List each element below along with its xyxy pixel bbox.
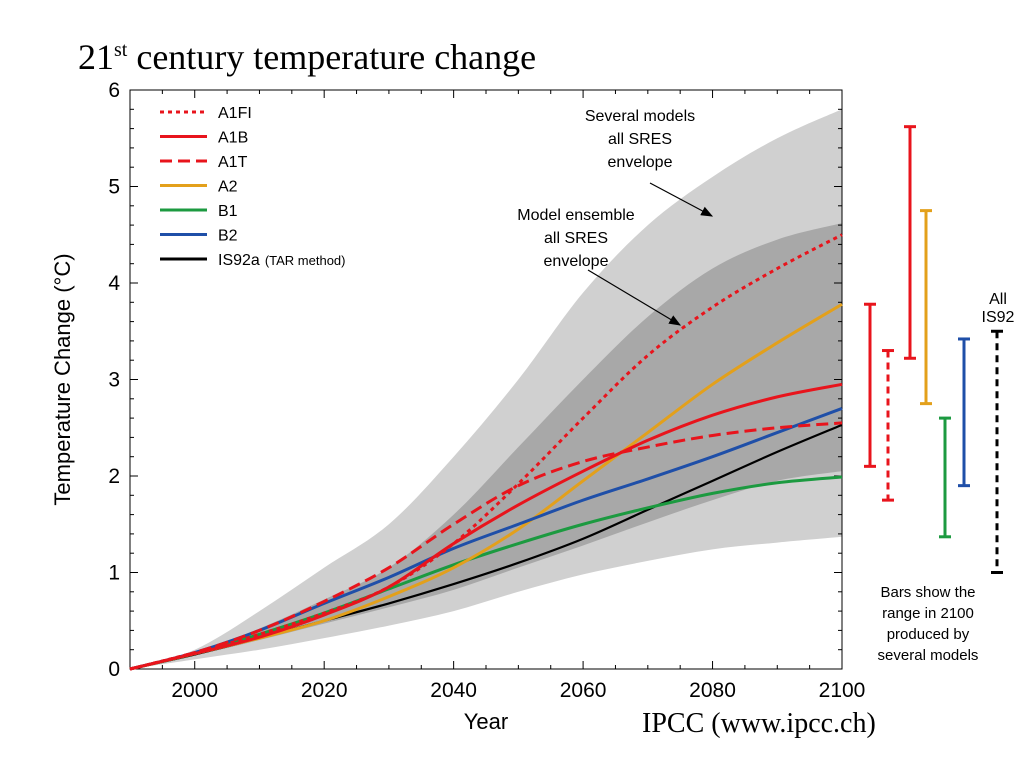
- legend-label-a1b: A1B: [218, 130, 248, 147]
- title-rest: century temperature change: [127, 37, 537, 77]
- y-tick-label: 4: [108, 272, 120, 295]
- annotation-line: envelope: [608, 154, 673, 171]
- legend-name: B1: [218, 203, 238, 220]
- annotation-line: all SRES: [544, 230, 608, 247]
- series-line-a1fi: [129, 233, 843, 671]
- axes-layer: 2000 2020 2040 2060 2080 2100 0 1 2 3 4 5 6 Year Tempe…: [50, 79, 865, 734]
- y-tick-label: 6: [108, 79, 120, 102]
- series-line-a1t: [129, 421, 843, 671]
- x-axis-label: Year: [464, 709, 508, 734]
- legend-note: (TAR method): [265, 253, 346, 268]
- series-layer: [129, 233, 843, 671]
- annotation-line: all SRES: [608, 131, 672, 148]
- legend-name: IS92a: [218, 252, 260, 269]
- range-bars: [864, 125, 1003, 574]
- y-axis-label: Temperature Change (°C): [50, 253, 75, 505]
- annotation-all-is92: All IS92: [982, 291, 1015, 326]
- annotation-line: range in 2100: [882, 605, 974, 622]
- legend-label-a1t: A1T: [218, 154, 248, 171]
- legend-label-b2: B2: [218, 228, 238, 245]
- x-tick-label: 2060: [560, 679, 607, 702]
- envelope-layer: [130, 109, 842, 670]
- legend-label-is92a: IS92a (TAR method): [218, 252, 345, 269]
- x-tick-label: 2020: [301, 679, 348, 702]
- legend-name: A1T: [218, 154, 248, 171]
- y-tick-label: 5: [108, 176, 120, 199]
- arrow-model-ensemble: [587, 269, 682, 326]
- legend-name: A1FI: [218, 105, 252, 122]
- envelope-several-models: [130, 109, 842, 670]
- series-line-b1: [129, 475, 843, 671]
- annotation-line: Model ensemble: [517, 207, 635, 224]
- legend-name: A1B: [218, 130, 248, 147]
- annotation-line: produced by: [887, 626, 970, 643]
- slide-title: 21st century temperature change: [78, 36, 536, 78]
- y-tick-label: 0: [108, 658, 120, 681]
- legend-name: A2: [218, 179, 238, 196]
- envelope-model-ensemble: [130, 223, 842, 670]
- annotation-line: several models: [878, 647, 979, 664]
- annotation-line: Several models: [585, 108, 695, 125]
- series-line-a1b: [129, 382, 843, 671]
- x-tick-label: 2040: [430, 679, 477, 702]
- title-superscript: st: [114, 39, 128, 61]
- legend-name: B2: [218, 228, 238, 245]
- title-main: 21: [78, 37, 114, 77]
- x-tick-label: 2080: [689, 679, 736, 702]
- y-tick-label: 2: [108, 465, 120, 488]
- annotation-bars-note: Bars show the range in 2100 produced by sev…: [878, 584, 979, 664]
- arrow-several-models: [649, 182, 714, 217]
- y-tick-label: 3: [108, 369, 120, 392]
- x-tick-label: 2100: [819, 679, 866, 702]
- annotation-line: IS92: [982, 309, 1015, 326]
- annotation-model-ensemble: Model ensemble all SRES envelope: [517, 207, 635, 270]
- annotation-line: Bars show the: [880, 584, 975, 601]
- annotation-line: All: [989, 291, 1007, 308]
- legend-label-a1fi: A1FI: [218, 105, 252, 122]
- legend: A1FI A1B A1T A2 B1 B2 IS92a (TAR method): [160, 105, 345, 269]
- annotation-line: envelope: [544, 253, 609, 270]
- legend-label-b1: B1: [218, 203, 238, 220]
- y-tick-label: 1: [108, 562, 120, 585]
- source-credit: IPCC (www.ipcc.ch): [642, 708, 876, 739]
- x-tick-label: 2000: [171, 679, 218, 702]
- legend-label-a2: A2: [218, 179, 238, 196]
- annotation-several-models: Several models all SRES envelope: [585, 108, 695, 171]
